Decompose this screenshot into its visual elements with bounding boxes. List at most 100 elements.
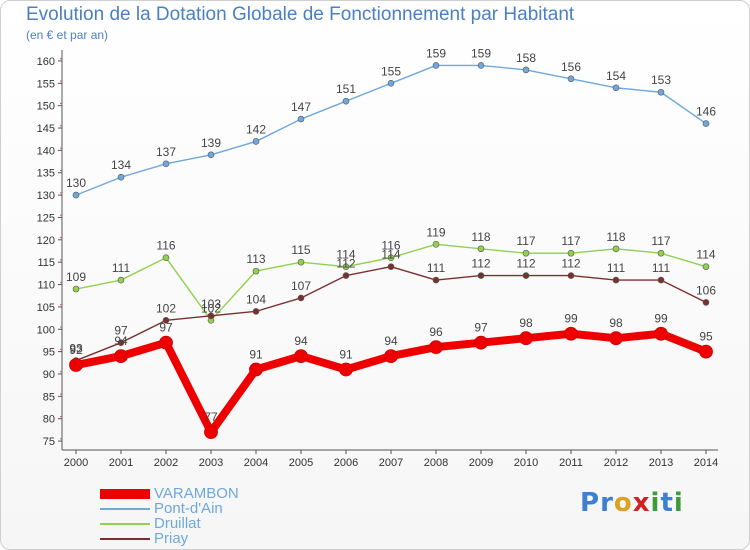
legend-label-priay: Priay — [154, 530, 189, 547]
x-tick-label: 2013 — [649, 457, 673, 469]
y-tick-label: 145 — [37, 123, 55, 135]
y-tick-label: 115 — [37, 257, 55, 269]
x-tick-label: 2007 — [379, 457, 403, 469]
data-point — [612, 276, 620, 284]
data-point — [72, 285, 80, 293]
data-point — [702, 263, 710, 270]
data-point — [252, 138, 260, 145]
data-point — [657, 88, 665, 96]
data-point — [252, 308, 260, 315]
data-label: 104 — [246, 292, 266, 306]
y-tick-label: 105 — [37, 302, 55, 314]
x-tick-label: 2001 — [109, 457, 133, 469]
data-point — [567, 75, 575, 83]
data-label: 102 — [156, 301, 176, 315]
x-tick-label: 2000 — [64, 457, 88, 469]
data-label: 159 — [426, 46, 446, 60]
data-point — [567, 249, 575, 257]
data-label: 117 — [516, 234, 535, 248]
data-point — [387, 263, 395, 270]
data-label: 103 — [201, 297, 221, 311]
logo-letter: t — [660, 488, 674, 518]
data-label: 99 — [654, 312, 668, 326]
data-point — [114, 349, 128, 363]
data-label: 153 — [651, 73, 671, 87]
legend-swatch-pont-d-ain — [100, 507, 150, 510]
legend-swatch-priay — [100, 537, 150, 540]
data-point — [162, 317, 170, 324]
data-label: 112 — [516, 257, 535, 271]
data-point — [654, 326, 668, 341]
y-tick-label: 140 — [37, 145, 55, 157]
logo-letter: i — [650, 488, 661, 518]
data-label: 119 — [426, 225, 445, 239]
data-point — [117, 276, 125, 284]
data-point — [342, 272, 350, 279]
data-point — [387, 254, 395, 262]
data-label: 93 — [69, 342, 83, 356]
data-label: 91 — [249, 348, 263, 362]
data-point — [204, 425, 218, 440]
data-point — [699, 344, 713, 359]
data-point — [657, 276, 665, 284]
data-label: 112 — [471, 257, 490, 271]
data-point — [612, 84, 620, 92]
x-tick-label: 2002 — [154, 457, 178, 469]
data-label: 159 — [471, 46, 491, 60]
data-label: 107 — [291, 279, 311, 293]
data-point — [429, 340, 443, 355]
legend-item-pont-d-ain: Pont-d'Ain — [100, 501, 239, 516]
data-point — [72, 191, 80, 199]
legend-swatch-druillat — [100, 522, 150, 525]
y-tick-label: 120 — [37, 235, 55, 247]
data-label: 142 — [246, 122, 266, 136]
data-label: 139 — [201, 136, 221, 150]
data-label: 155 — [381, 64, 401, 78]
data-point — [702, 120, 710, 127]
logo-letter: r — [600, 488, 614, 518]
data-label: 137 — [156, 145, 176, 159]
data-label: 98 — [519, 316, 533, 330]
chart-title: Evolution de la Dotation Globale de Fonc… — [26, 4, 575, 25]
y-tick-label: 95 — [43, 347, 55, 359]
y-tick-label: 135 — [37, 168, 55, 180]
data-point — [522, 272, 530, 279]
data-point — [432, 62, 440, 69]
x-tick-label: 2005 — [289, 457, 313, 469]
x-tick-label: 2012 — [604, 457, 628, 469]
data-label: 97 — [474, 321, 488, 335]
x-tick-label: 2003 — [199, 457, 223, 469]
data-point — [612, 245, 620, 253]
data-label: 97 — [114, 324, 128, 338]
x-tick-label: 2009 — [469, 457, 493, 469]
data-label: 92 — [69, 343, 83, 357]
data-label: 106 — [696, 283, 716, 297]
data-label: 91 — [339, 348, 353, 362]
y-tick-label: 75 — [43, 436, 55, 448]
data-label: 95 — [699, 330, 713, 344]
data-point — [252, 267, 260, 275]
data-label: 98 — [609, 316, 623, 330]
data-point — [297, 258, 305, 266]
logo-letter: i — [673, 488, 684, 518]
legend-label-druillat: Druillat — [154, 515, 201, 532]
data-point — [69, 358, 83, 372]
x-tick-label: 2004 — [244, 457, 268, 469]
y-tick-label: 110 — [37, 280, 55, 292]
data-label: 154 — [606, 69, 626, 83]
data-point — [294, 349, 308, 363]
data-label: 134 — [111, 158, 131, 172]
data-point — [567, 272, 575, 279]
data-point — [477, 62, 485, 69]
data-point — [162, 254, 170, 262]
x-tick-label: 2006 — [334, 457, 358, 469]
data-label: 113 — [246, 252, 265, 266]
data-label: 111 — [427, 261, 446, 275]
y-tick-label: 130 — [37, 190, 55, 202]
legend-swatch-varambon — [100, 488, 150, 499]
data-label: 94 — [294, 334, 308, 348]
data-label: 156 — [561, 60, 581, 74]
legend: VARAMBON Pont-d'Ain Druillat Priay — [100, 486, 239, 546]
